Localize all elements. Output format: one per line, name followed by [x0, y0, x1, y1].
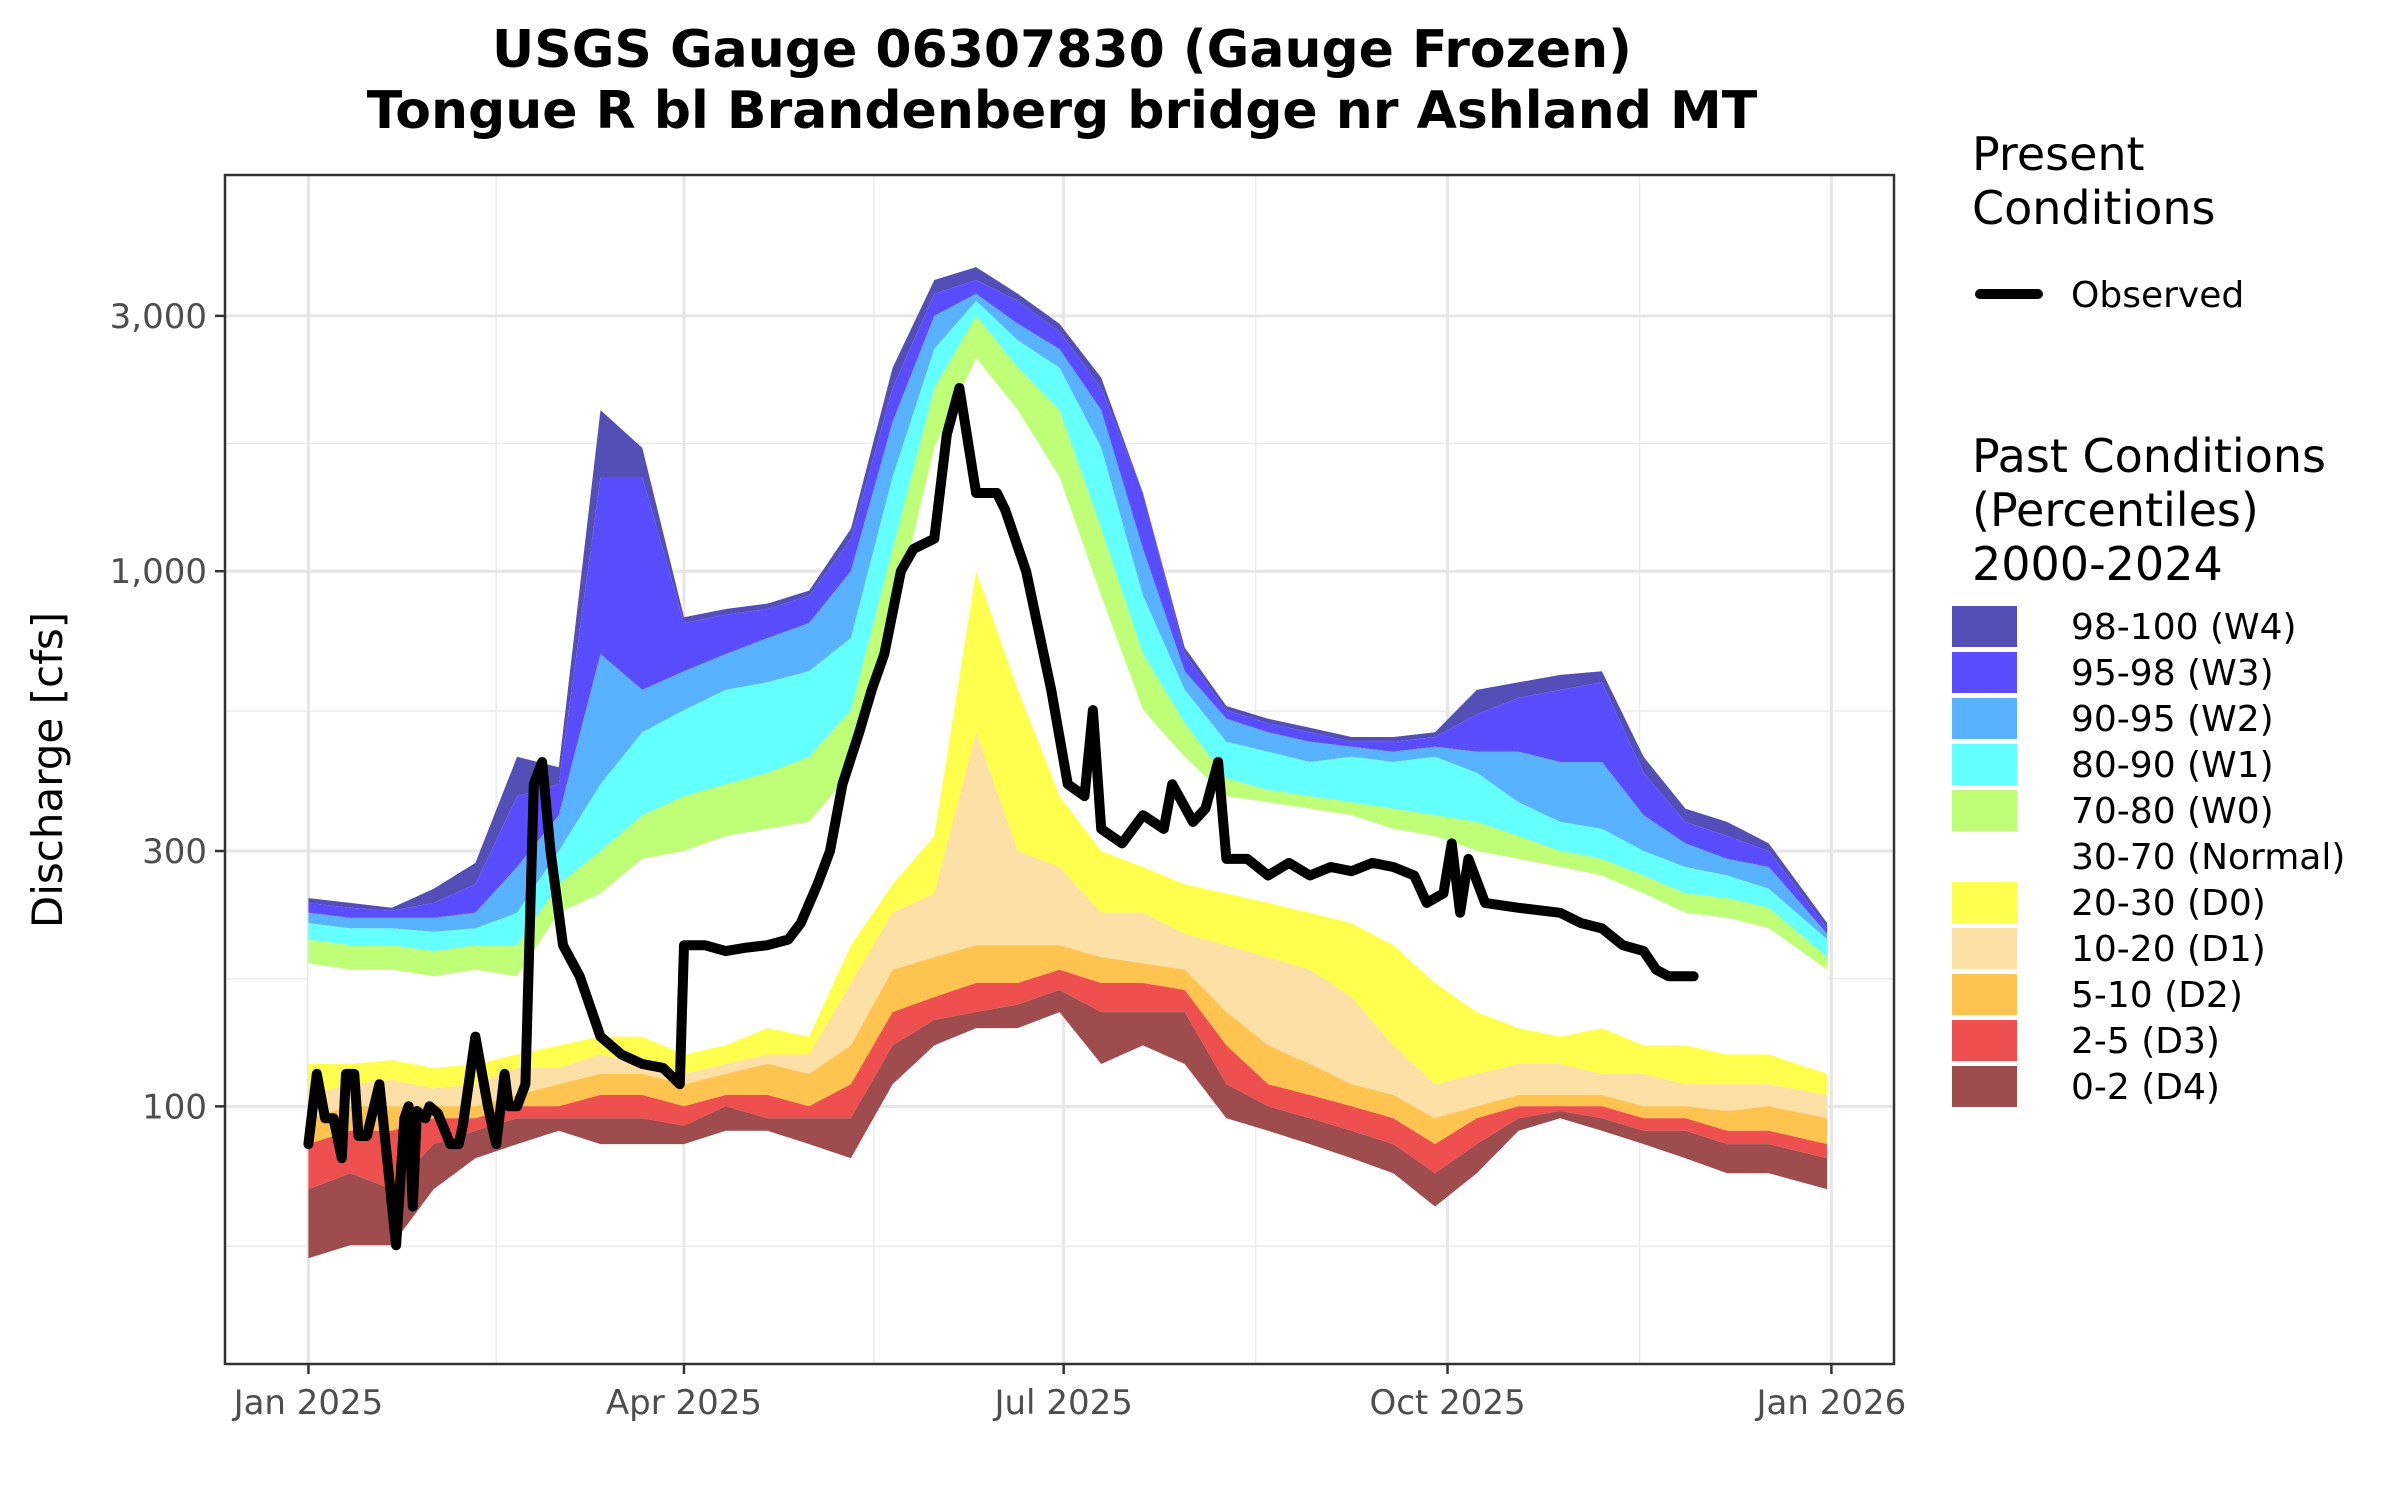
band-80-90-w1- — [308, 300, 1828, 958]
legend-swatch — [1952, 882, 2017, 923]
legend-past-title: Past Conditions (Percentiles) 2000-2024 — [1972, 429, 2326, 591]
x-tick-label: Oct 2025 — [1369, 1383, 1525, 1423]
band-0-2-d4- — [308, 990, 1828, 1259]
legend-swatch — [1952, 744, 2017, 785]
band-70-80-w0- — [308, 315, 1828, 977]
legend-swatch — [1952, 698, 2017, 739]
y-axis-label: Discharge [cfs] — [23, 612, 72, 928]
legend-swatch — [1952, 652, 2017, 693]
percentile-bands — [308, 267, 1828, 1259]
y-tick-label: 1,000 — [110, 552, 207, 592]
legend-swatch — [1952, 1066, 2017, 1107]
legend-swatch — [1952, 790, 2017, 831]
legend: Present Conditions Observed Past Conditio… — [1952, 127, 2345, 1108]
legend-label: 98-100 (W4) — [2071, 607, 2297, 648]
y-axis: 100 300 1,000 3,000 — [110, 297, 225, 1127]
x-tick-label: Jul 2025 — [992, 1383, 1132, 1423]
y-tick-label: 100 — [142, 1087, 207, 1127]
y-tick-label: 3,000 — [110, 297, 207, 337]
x-axis: Jan 2025 Apr 2025 Jul 2025 Oct 2025 Jan 2026 — [232, 1364, 1907, 1423]
legend-label: 70-80 (W0) — [2071, 791, 2274, 832]
legend-label: 5-10 (D2) — [2071, 975, 2243, 1016]
chart-subtitle: Tongue R bl Brandenberg bridge nr Ashlan… — [367, 81, 1758, 141]
band-5-10-d2- — [308, 945, 1828, 1145]
legend-label: 2-5 (D3) — [2071, 1021, 2220, 1062]
legend-label: 80-90 (W1) — [2071, 745, 2274, 786]
legend-swatch — [1952, 974, 2017, 1015]
legend-label: 20-30 (D0) — [2071, 883, 2266, 924]
legend-label: 30-70 (Normal) — [2071, 837, 2345, 878]
band-20-30-d0- — [308, 571, 1828, 1095]
observed-series — [303, 383, 1699, 1251]
legend-swatch — [1952, 1020, 2017, 1061]
legend-label: 10-20 (D1) — [2071, 929, 2266, 970]
observed-line — [303, 383, 1699, 1251]
plot-border — [223, 173, 1896, 1366]
legend-label: 90-95 (W2) — [2071, 699, 2274, 740]
legend-label: 0-2 (D4) — [2071, 1067, 2220, 1108]
legend-observed-label: Observed — [2071, 275, 2244, 316]
x-tick-label: Jan 2026 — [1755, 1383, 1907, 1423]
legend-present-title: Present Conditions — [1972, 127, 2215, 235]
legend-swatch — [1952, 606, 2017, 647]
band-95-98-w3- — [308, 280, 1828, 934]
legend-swatch — [1952, 928, 2017, 969]
chart-title: USGS Gauge 06307830 (Gauge Frozen) — [492, 20, 1632, 80]
band-10-20-d1- — [308, 732, 1828, 1119]
x-tick-label: Jan 2025 — [232, 1383, 384, 1423]
x-tick-label: Apr 2025 — [606, 1383, 762, 1423]
legend-label: 95-98 (W3) — [2071, 653, 2274, 694]
legend-items: 98-100 (W4) 95-98 (W3) 90-95 (W2) 80-90 (W1… — [1952, 606, 2345, 1108]
y-tick-label: 300 — [142, 832, 207, 872]
